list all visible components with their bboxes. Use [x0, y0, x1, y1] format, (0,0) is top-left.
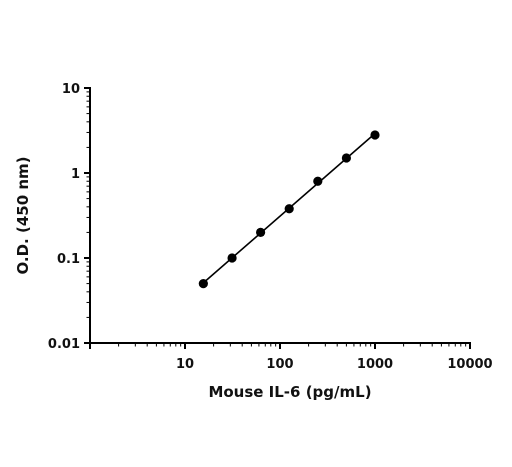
y-tick-label: 1 [71, 167, 80, 182]
y-axis-title: O.D. (450 nm) [14, 156, 32, 274]
x-axis-title: Mouse IL-6 (pg/mL) [208, 383, 371, 401]
data-point [284, 204, 294, 214]
x-tick-label: 100 [266, 357, 293, 372]
data-points [198, 130, 380, 289]
x-tick-label: 1000 [357, 357, 393, 372]
ticks [84, 87, 471, 349]
y-tick-label: 0.01 [48, 337, 80, 352]
data-point [341, 153, 352, 163]
data-point [370, 130, 380, 140]
data-point [313, 176, 323, 186]
tick-labels: 10 100 1000 10000 0.01 0.1 1 10 [48, 82, 493, 372]
data-point [198, 278, 208, 289]
data-point [256, 227, 266, 238]
data-point [227, 253, 237, 263]
x-tick-label: 10 [176, 357, 194, 372]
y-tick-label: 0.1 [57, 252, 80, 267]
y-tick-label: 10 [62, 82, 80, 97]
x-tick-label: 10000 [447, 357, 492, 372]
